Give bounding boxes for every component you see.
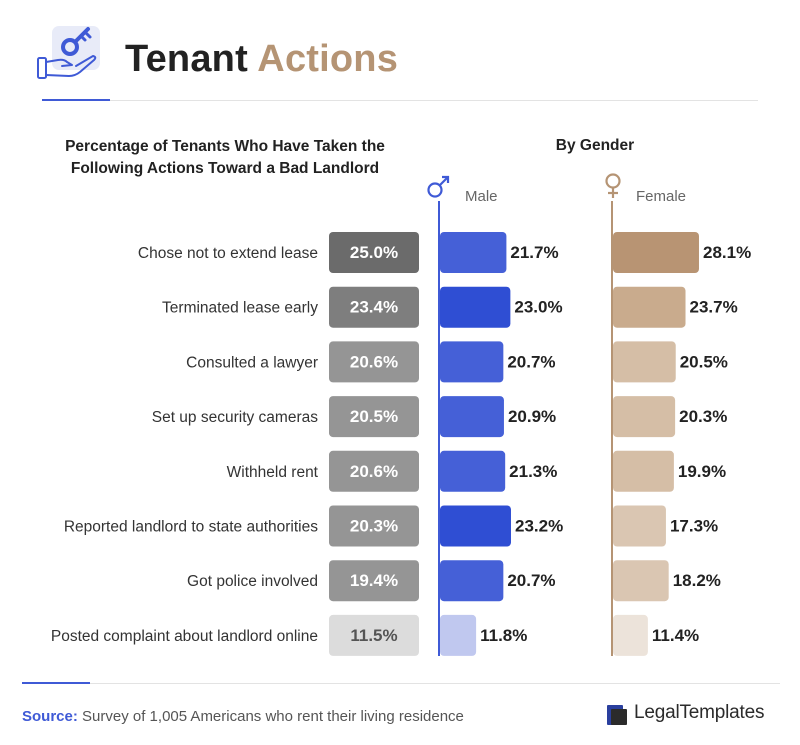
category-label: Consulted a lawyer [186,354,318,371]
overall-value-label: 25.0% [350,243,398,262]
overall-value-label: 19.4% [350,571,398,590]
chart: Male Female Chose not to extend lease 25.… [51,173,751,656]
female-value-label: 20.3% [679,407,727,426]
legaltemplates-logo-icon [607,705,627,725]
male-bar [440,450,506,492]
source-label: Source: [22,708,78,725]
male-value-label: 23.2% [515,517,563,536]
male-bar [440,232,507,273]
male-value-label: 23.0% [514,298,562,317]
category-label: Set up security cameras [152,409,319,426]
female-symbol-icon [605,173,621,198]
footer-divider [22,683,780,684]
female-series-label: Female [636,188,686,205]
male-value-label: 20.7% [507,352,555,371]
gender-group-title: By Gender [555,137,635,154]
female-value-label: 17.3% [670,517,718,536]
chart-title: Percentage of Tenants Who Have Taken the… [65,138,385,177]
female-bar [613,614,648,656]
female-bar [613,560,669,602]
title-part-2: Actions [257,38,399,80]
female-bar [613,341,676,383]
category-label: Withheld rent [227,464,319,481]
header-divider [42,100,758,101]
overall-value-box [329,450,419,492]
male-series-label: Male [465,188,498,205]
category-label: Terminated lease early [162,300,318,317]
category-label: Reported landlord to state authorities [64,519,318,536]
female-bar [613,396,676,438]
header-divider-accent [42,99,110,101]
overall-value-label: 20.5% [350,407,398,426]
overall-value-label: 11.5% [350,626,397,645]
male-bar [440,614,477,656]
female-bar [613,232,699,273]
male-value-label: 11.8% [480,626,527,645]
female-bar [613,505,666,547]
overall-value-box [329,560,419,602]
overall-value-box [329,396,419,438]
category-label: Got police involved [187,573,318,590]
female-bar [613,286,686,328]
overall-value-label: 20.6% [350,462,398,481]
male-bar [440,560,504,602]
male-bar [440,505,511,547]
female-bar [613,450,674,492]
source-text: Survey of 1,005 Americans who rent their… [77,708,464,725]
overall-value-box [329,232,419,273]
male-value-label: 20.7% [507,571,555,590]
male-value-label: 20.9% [508,407,556,426]
male-bar [440,341,504,383]
title-part-1: Tenant [125,38,248,80]
male-value-label: 21.3% [509,462,557,481]
female-value-label: 19.9% [678,462,726,481]
category-label: Chose not to extend lease [138,245,318,262]
female-value-label: 28.1% [703,243,751,262]
category-label: Posted complaint about landlord online [51,628,318,645]
overall-value-box [329,286,419,328]
page-title: Tenant Actions [125,38,398,81]
overall-value-box [329,341,419,383]
overall-value-label: 20.3% [350,517,398,536]
hand-holding-key-icon [37,26,100,79]
female-value-label: 23.7% [690,298,738,317]
male-value-label: 21.7% [510,243,558,262]
overall-value-label: 20.6% [350,352,398,371]
female-value-label: 11.4% [652,626,699,645]
female-value-label: 18.2% [673,571,721,590]
footer-divider-accent [22,682,90,684]
brand-name: LegalTemplates [634,702,765,723]
overall-value-label: 23.4% [350,298,398,317]
female-value-label: 20.5% [680,352,728,371]
overall-value-box [329,614,419,656]
overall-value-box [329,505,419,547]
source-note: Source: Survey of 1,005 Americans who re… [22,708,464,725]
male-bar [440,396,504,438]
male-symbol-icon [427,175,450,198]
male-bar [440,286,511,328]
